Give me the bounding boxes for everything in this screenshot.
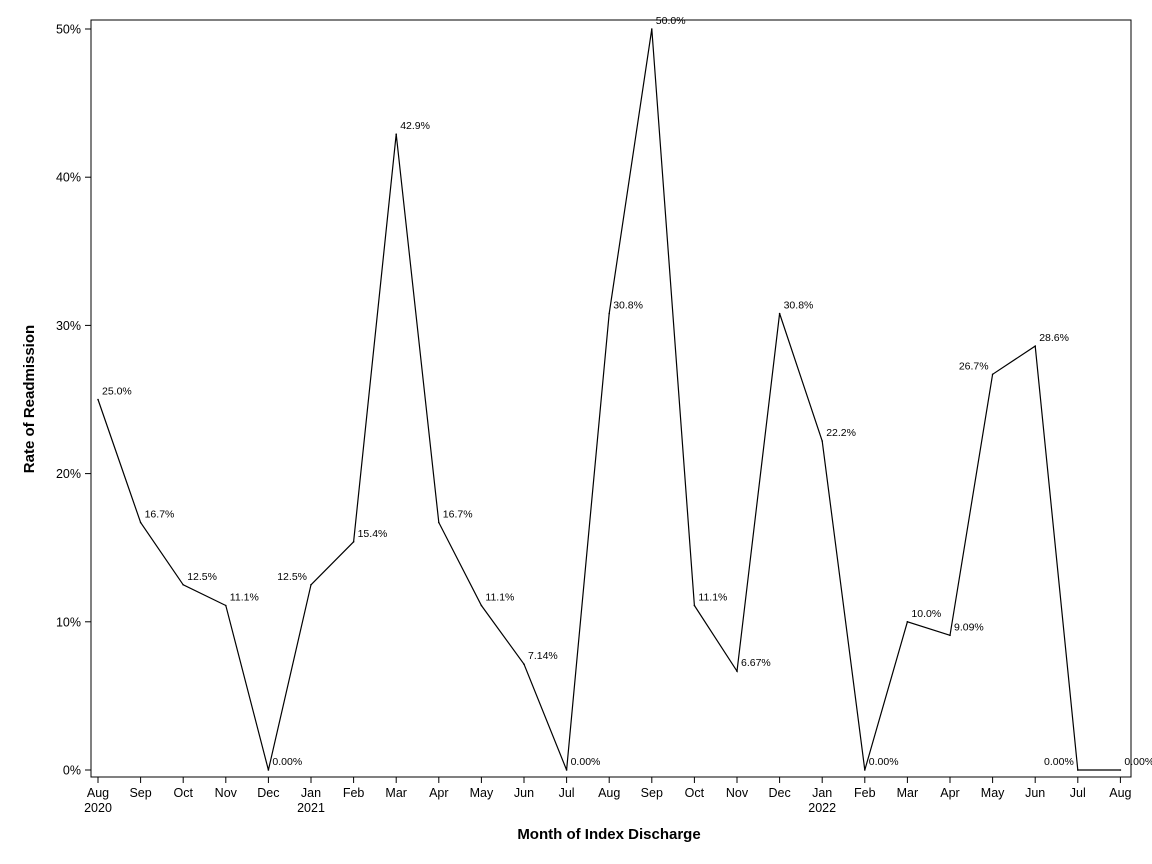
x-tick-label: Jan <box>812 786 832 800</box>
data-point <box>523 663 525 665</box>
data-point <box>97 398 99 401</box>
x-tick-label: Oct <box>685 786 705 800</box>
x-tick-label: Jan <box>301 786 321 800</box>
y-tick-label: 20% <box>56 467 81 481</box>
x-tick-label: Feb <box>854 786 876 800</box>
x-tick-label: Dec <box>768 786 790 800</box>
data-point <box>225 604 227 607</box>
x-tick-label: Dec <box>257 786 279 800</box>
data-label: 26.7% <box>959 360 989 372</box>
data-point <box>608 312 610 315</box>
x-tick-label: Jun <box>514 786 534 800</box>
data-labels: 25.0% 16.7% 12.5% 11.1% 0.00% 12.5% 15.4% 42.9%… <box>97 15 1152 771</box>
data-point <box>949 634 951 637</box>
data-point <box>267 769 270 771</box>
data-label: 10.0% <box>911 608 941 620</box>
data-point <box>480 604 483 607</box>
y-tick-label: 30% <box>56 319 81 333</box>
data-label: 11.1% <box>485 591 514 603</box>
data-point <box>651 28 653 30</box>
x-tick-label: Jun <box>1025 786 1045 800</box>
y-tick-label: 10% <box>56 615 81 629</box>
y-tick-label: 50% <box>56 23 81 37</box>
data-label: 16.7% <box>443 509 473 521</box>
data-point <box>991 373 994 376</box>
x-axis-title: Month of Index Discharge <box>517 826 700 843</box>
data-label: 15.4% <box>358 528 388 540</box>
y-axis: 0% 10% 20% 30% 40% 50% <box>56 23 91 778</box>
data-label: 0.00% <box>869 756 899 768</box>
data-label: 30.8% <box>784 300 814 312</box>
x-tick-label: Aug <box>1109 786 1131 800</box>
x-tick-label: Apr <box>429 786 448 800</box>
x-tick-label: Apr <box>940 786 959 800</box>
x-tick-label: Sep <box>641 786 663 800</box>
x-tick-year-label: 2021 <box>297 801 325 815</box>
data-label: 16.7% <box>145 509 175 521</box>
data-label: 28.6% <box>1039 332 1069 344</box>
x-tick-label: Jul <box>559 786 575 800</box>
data-label: 12.5% <box>187 571 217 583</box>
data-point <box>565 769 568 771</box>
data-point <box>778 312 781 315</box>
x-tick-label: Aug <box>87 786 109 800</box>
data-point <box>310 583 312 586</box>
data-point <box>395 133 398 136</box>
data-point <box>864 769 866 771</box>
data-point <box>1077 769 1079 771</box>
data-point <box>693 604 696 607</box>
x-tick-label: May <box>470 786 494 800</box>
data-label: 0.00% <box>272 756 302 768</box>
data-label: 50.0% <box>656 15 686 27</box>
data-label: 11.1% <box>698 591 727 603</box>
x-tick-label: Nov <box>215 786 238 800</box>
data-label: 0.00% <box>1124 756 1152 768</box>
y-tick-label: 0% <box>63 764 81 778</box>
x-tick-label: Mar <box>897 786 919 800</box>
data-point <box>182 583 184 586</box>
data-label: 11.1% <box>230 591 259 603</box>
data-label: 0.00% <box>571 756 601 768</box>
data-label: 9.09% <box>954 621 984 633</box>
data-label: 12.5% <box>277 571 307 583</box>
data-label: 22.2% <box>826 427 856 439</box>
x-tick-label: Nov <box>726 786 749 800</box>
x-tick-label: May <box>981 786 1005 800</box>
x-tick-label: Feb <box>343 786 365 800</box>
x-tick-year-label: 2020 <box>84 801 112 815</box>
x-tick-label: Oct <box>173 786 193 800</box>
data-label: 7.14% <box>528 650 558 662</box>
data-label: 42.9% <box>400 120 430 132</box>
data-point <box>139 521 142 524</box>
data-point <box>352 540 355 543</box>
x-tick-year-label: 2022 <box>808 801 836 815</box>
data-point <box>1119 769 1122 771</box>
x-tick-label: Aug <box>598 786 620 800</box>
y-axis-title: Rate of Readmission <box>21 325 38 473</box>
data-label: 30.8% <box>613 300 643 312</box>
x-tick-label: Jul <box>1070 786 1086 800</box>
data-point <box>438 521 440 524</box>
data-label: 6.67% <box>741 657 771 669</box>
data-label: 0.00% <box>1044 756 1074 768</box>
x-tick-label: Sep <box>129 786 151 800</box>
data-point <box>1034 345 1036 347</box>
data-point <box>906 621 909 623</box>
data-point <box>821 440 823 442</box>
data-label: 25.0% <box>102 386 132 398</box>
y-tick-label: 40% <box>56 171 81 185</box>
plot-area-frame <box>90 19 1132 778</box>
x-tick-label: Mar <box>385 786 407 800</box>
data-point <box>736 670 738 672</box>
